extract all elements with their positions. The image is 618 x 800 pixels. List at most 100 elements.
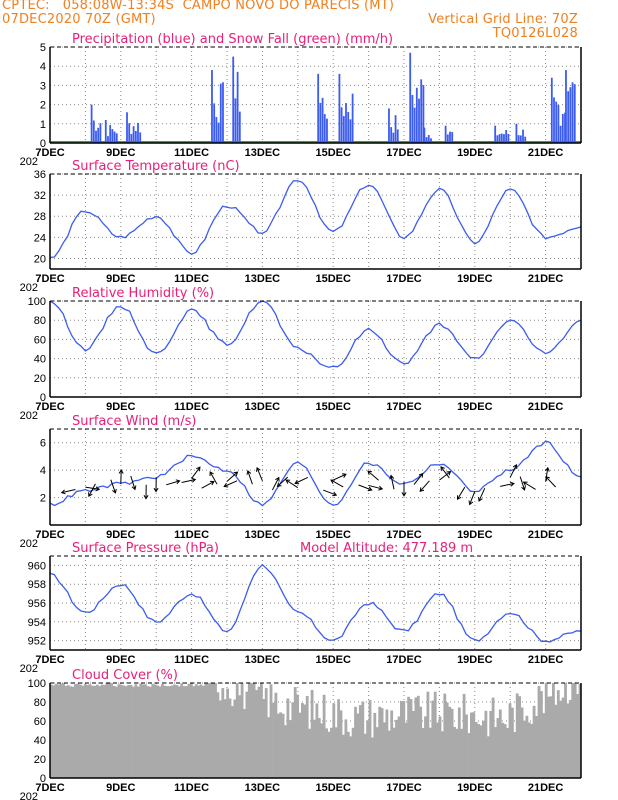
cloud-cover-column — [50, 684, 53, 778]
cloud-cover-column — [286, 698, 290, 778]
precip-bar — [217, 122, 220, 143]
cloud-cover-column — [443, 693, 447, 778]
cloud-cover-column — [136, 686, 140, 778]
wind-arrow — [413, 473, 424, 485]
cloud-cover-column — [197, 685, 200, 778]
precip-bar — [494, 125, 497, 143]
precip-bar — [219, 83, 222, 143]
cloud-cover-column — [373, 712, 377, 778]
wind-arrow — [500, 482, 514, 487]
cloud-cover-column — [361, 701, 365, 778]
precip-bar — [326, 118, 328, 143]
cloud-cover-column — [525, 715, 529, 778]
cloud-cover-column — [571, 683, 575, 778]
cloud-cover-column — [168, 686, 172, 778]
cloud-cover-column — [284, 725, 287, 778]
cloud-cover-column — [276, 713, 280, 778]
series-line — [49, 563, 582, 643]
cloud-cover-column — [93, 685, 97, 778]
wind-arrow — [440, 466, 450, 479]
cloud-cover-column — [257, 686, 261, 778]
cloud-cover-column — [243, 709, 246, 778]
cloud-cover-column — [477, 724, 480, 778]
header-date: 07DEC2020 70Z (GMT) — [2, 12, 156, 27]
cloud-cover-column — [139, 683, 143, 778]
cloud-cover-column — [332, 703, 336, 778]
x-tick-label: 7DEC — [35, 782, 64, 794]
x-tick-label: 15DEC — [315, 529, 351, 541]
precip-bar — [567, 91, 570, 143]
precip-bar — [524, 136, 527, 143]
cloud-cover-column — [511, 707, 514, 778]
cloud-cover-column — [334, 727, 338, 778]
y-tick-label: 32 — [34, 190, 46, 202]
precip-bar — [107, 136, 109, 143]
cloud-cover-column — [293, 687, 297, 778]
wind-arrow-head — [60, 489, 66, 495]
x-tick-label: 19DEC — [457, 782, 493, 794]
wind-arrow-head — [209, 480, 215, 486]
x-tick-label: 17DEC — [386, 273, 422, 285]
x-tick-label: 7DEC — [35, 147, 64, 159]
cloud-cover-column — [308, 728, 312, 778]
wind-arrow — [323, 489, 337, 496]
cloud-cover-column — [363, 733, 367, 778]
x-tick-label: 9DEC — [106, 529, 135, 541]
precip-bar — [236, 71, 239, 143]
wind-arrow — [201, 481, 215, 489]
x-tick-label: 21DEC — [528, 401, 564, 413]
precip-bar — [411, 94, 414, 143]
precip-bar — [413, 107, 416, 143]
wind-arrow — [224, 480, 238, 487]
wind-arrow — [358, 484, 372, 491]
precip-bar — [418, 98, 420, 143]
y-tick-label: 0 — [40, 392, 46, 404]
wind-arrow-head — [285, 479, 291, 484]
cloud-cover-column — [578, 683, 582, 778]
cloud-cover-column — [518, 696, 521, 778]
cloud-cover-column — [313, 719, 316, 778]
cloud-cover-column — [216, 692, 220, 778]
cloud-cover-column — [445, 702, 449, 778]
cloud-cover-column — [540, 691, 543, 778]
x-tick-label: 9DEC — [106, 654, 135, 666]
cloud-cover-column — [211, 683, 215, 778]
wind-arrow — [88, 483, 96, 497]
y-tick-label: 60 — [34, 716, 46, 728]
wind-arrow-head — [378, 485, 384, 491]
x-tick-label: 11DEC — [174, 147, 209, 159]
precip-bar — [321, 97, 324, 143]
cloud-cover-column — [141, 684, 145, 778]
cloud-cover-column — [95, 684, 99, 778]
cloud-cover-column — [315, 703, 319, 778]
precip-bar — [503, 134, 505, 143]
precip-bar — [345, 103, 347, 143]
wind-arrow — [509, 464, 517, 478]
precip-bar — [139, 132, 142, 143]
wind-arrow — [271, 477, 280, 491]
cloud-cover-column — [74, 684, 77, 778]
y-tick-label: 40 — [34, 354, 46, 366]
x-tick-label: 7DEC — [35, 654, 64, 666]
precip-bar — [392, 132, 395, 143]
y-tick-label: 60 — [34, 334, 46, 346]
wind-arrow-head — [440, 466, 445, 471]
cloud-cover-column — [54, 683, 58, 778]
precip-bar — [564, 112, 566, 143]
y-tick-label: 3 — [40, 80, 46, 92]
precip-bar — [238, 111, 241, 143]
cloud-cover-column — [486, 736, 490, 778]
cloud-cover-column — [317, 718, 321, 778]
cloud-cover-column — [250, 683, 254, 778]
cloud-cover-column — [209, 683, 213, 778]
cloud-cover-column — [508, 703, 512, 778]
cloud-cover-column — [559, 700, 563, 778]
wind-arrow — [61, 488, 76, 494]
cloud-cover-column — [448, 706, 452, 778]
x-tick-label: 21DEC — [528, 529, 564, 541]
cloud-cover-column — [199, 684, 203, 778]
cloud-cover-column — [337, 699, 340, 778]
x-year-fragment: 202 — [20, 663, 38, 675]
precip-bar — [515, 123, 518, 143]
cloud-cover-column — [66, 685, 70, 778]
